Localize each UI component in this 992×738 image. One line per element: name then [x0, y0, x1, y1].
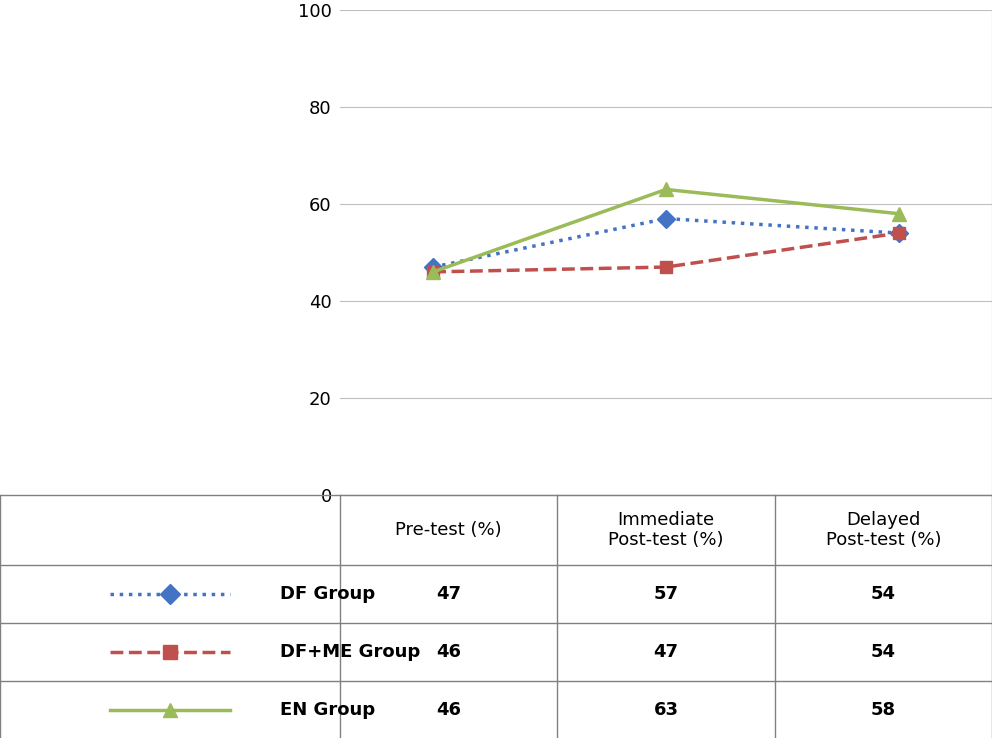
Text: 63: 63 — [654, 701, 679, 719]
Text: Immediate
Post-test (%): Immediate Post-test (%) — [608, 511, 724, 549]
Text: EN Group: EN Group — [281, 701, 376, 719]
Text: DF+ME Group: DF+ME Group — [281, 643, 421, 661]
Text: 47: 47 — [654, 643, 679, 661]
Text: Pre-test (%): Pre-test (%) — [396, 521, 502, 539]
Text: 54: 54 — [871, 585, 896, 603]
Text: Delayed
Post-test (%): Delayed Post-test (%) — [825, 511, 941, 549]
Text: 57: 57 — [654, 585, 679, 603]
Text: 47: 47 — [436, 585, 461, 603]
Text: 46: 46 — [436, 701, 461, 719]
Text: DF Group: DF Group — [281, 585, 376, 603]
Text: 46: 46 — [436, 643, 461, 661]
Text: 54: 54 — [871, 643, 896, 661]
Text: 58: 58 — [871, 701, 896, 719]
